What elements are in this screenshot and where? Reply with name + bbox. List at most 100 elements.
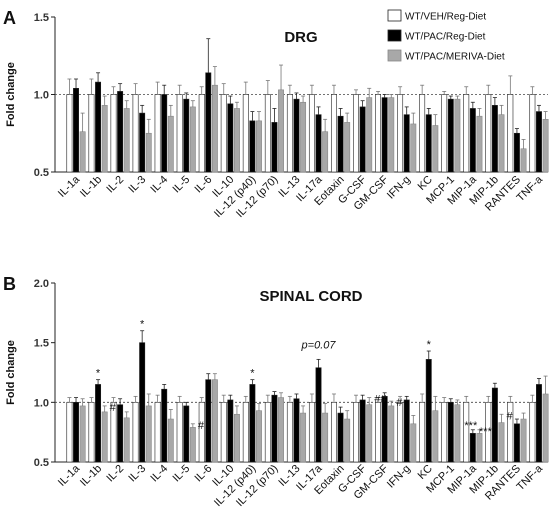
bar [132,94,139,173]
bar [425,114,432,173]
bar [344,418,351,463]
legend-swatch [387,29,402,42]
legend-label: WT/VEH/Reg-Diet [405,12,486,23]
bar [183,405,190,463]
bar [205,379,212,463]
bar [233,413,240,463]
bar [189,106,196,173]
bar [176,94,183,173]
bar [375,94,382,173]
bar [403,114,410,173]
bar [542,119,549,173]
bar [454,404,461,463]
bar [278,397,284,463]
bar [381,97,388,173]
bar [397,402,404,463]
bar [242,402,249,463]
bar [176,402,183,463]
significance-annotation: ## [374,394,387,406]
bar [271,394,278,463]
bar [529,94,536,173]
bar [331,402,337,463]
y-axis-label: Fold change [5,62,17,127]
significance-annotation: * [140,319,145,331]
bar [161,388,168,463]
chart-title: DRG [284,29,317,46]
bar [432,410,439,463]
bar [300,101,307,173]
y-axis-label: Fold change [5,340,17,405]
bar [117,91,124,173]
bar [145,405,152,463]
bar [432,125,439,173]
bar [286,402,293,463]
bar [249,384,256,463]
significance-annotation: * [96,368,101,380]
bar [227,103,234,173]
y-tick-label: 1.0 [34,90,49,102]
bar [110,94,117,173]
bar [419,402,426,463]
x-tick-label: IFN-g [385,174,413,202]
bar [189,427,196,463]
y-tick-label: 2.0 [34,278,49,290]
bar [145,132,152,173]
bar [66,94,73,173]
bar [410,423,417,463]
bar [469,433,476,463]
bar [293,398,300,463]
panel-letter: A [3,8,16,28]
bar [322,131,329,173]
bar [101,105,108,173]
bar [447,98,454,173]
bar [322,412,329,463]
panel-letter: B [3,274,16,294]
bar [513,132,520,173]
bar [315,367,322,463]
bar [101,411,108,463]
x-tick-label: IL-4 [148,463,170,485]
chart-title: SPINAL CORD [259,288,362,305]
bar [337,412,344,463]
bar [167,418,174,463]
legend-swatch [387,9,402,22]
bar [469,108,476,173]
bar [211,84,218,173]
bar [95,384,102,463]
bar [498,114,505,173]
panel-b: B SPINAL CORD Fold change 0.5 1.0 1.5 2.0 IL-1a… [3,274,549,509]
bar [73,402,79,463]
bar [463,402,470,463]
bar [403,399,410,463]
bar [79,405,86,463]
bar [366,97,373,173]
bar [513,423,520,463]
y-tick-label: 0.5 [34,457,49,469]
bar [308,402,315,463]
legend-label: WT/PAC/MERIVA-Diet [405,52,505,63]
x-tick-label: IL-3 [126,174,148,196]
bar [441,94,448,173]
x-tick-label: IL-1a [56,462,83,489]
bar [167,115,174,173]
significance-annotation: # [396,397,403,409]
significance-annotation: * [250,368,255,380]
bar [88,402,95,463]
bar [88,94,95,173]
bar [447,402,454,463]
legend-swatch [387,49,402,62]
bar [132,402,139,463]
bar [485,94,492,173]
bar [425,359,432,463]
significance-annotation: p=0.07 [301,339,337,351]
bar [463,94,470,173]
bar [366,404,373,463]
bar [264,402,271,463]
bar [507,94,514,173]
bar [256,410,262,463]
x-tick-label: IL-1b [78,463,104,489]
bar [337,115,344,173]
bar [117,404,124,463]
bar [300,412,307,463]
bar [542,393,549,463]
